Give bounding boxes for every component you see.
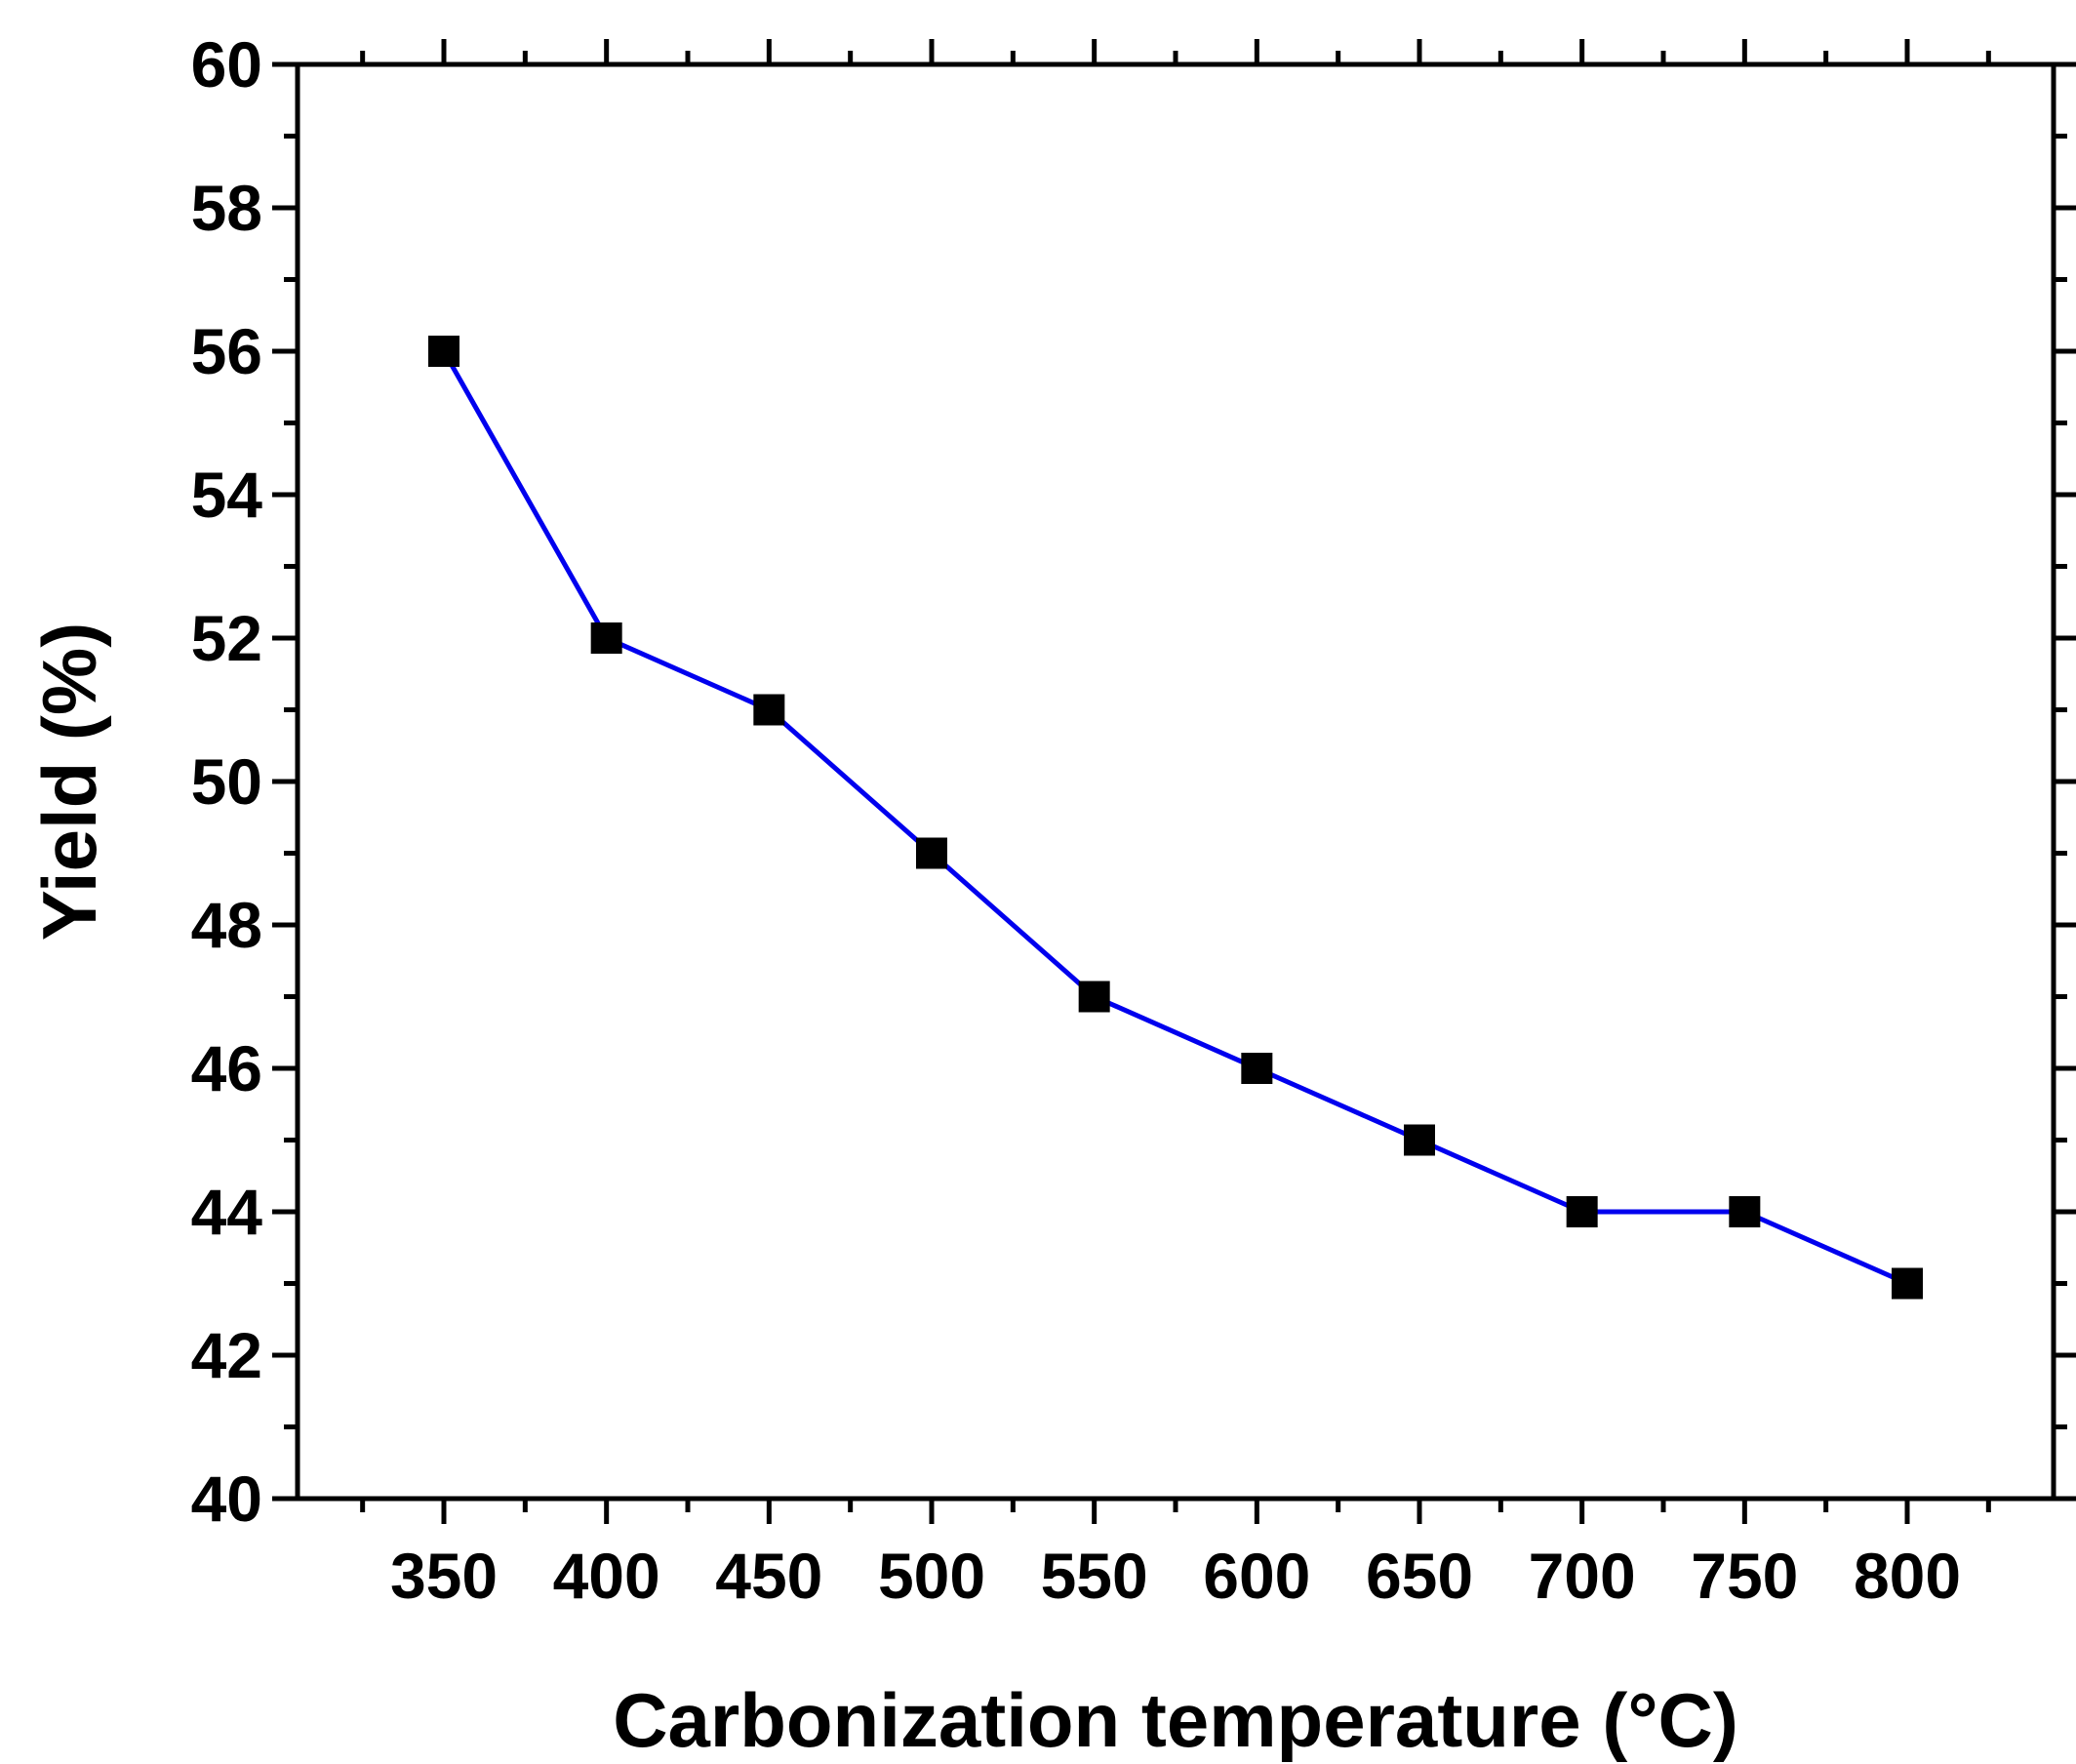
y-tick-label: 48 xyxy=(191,889,262,961)
y-tick-label: 54 xyxy=(191,459,263,531)
y-tick-label: 52 xyxy=(191,602,262,674)
x-tick-label: 650 xyxy=(1366,1540,1473,1612)
data-point-marker xyxy=(428,336,459,367)
x-tick-label: 500 xyxy=(878,1540,985,1612)
x-tick-label: 550 xyxy=(1041,1540,1148,1612)
plot-frame xyxy=(295,61,2056,1502)
data-point-marker xyxy=(1241,1053,1273,1084)
y-tick-label: 58 xyxy=(191,172,262,244)
x-tick-label: 350 xyxy=(390,1540,498,1612)
x-tick-label: 750 xyxy=(1691,1540,1798,1612)
y-tick-label: 56 xyxy=(191,315,262,387)
y-tick-label: 50 xyxy=(191,745,262,818)
x-tick-label: 450 xyxy=(715,1540,822,1612)
y-axis-ticks: 40 42 44 46 48 50 52 54 56 58 60 xyxy=(191,28,2076,1535)
y-tick-label: 42 xyxy=(191,1319,262,1391)
y-tick-label: 40 xyxy=(191,1463,262,1535)
data-point-marker xyxy=(1729,1196,1761,1227)
y-tick-label: 46 xyxy=(191,1032,262,1104)
x-axis-title: Carbonization temperature (°C) xyxy=(613,1677,1738,1763)
data-point-marker xyxy=(1078,981,1110,1013)
x-tick-label: 800 xyxy=(1854,1540,1961,1612)
x-axis-ticks: 350 400 450 500 550 600 650 700 750 800 xyxy=(360,39,1991,1612)
data-point-marker xyxy=(1892,1267,1923,1300)
data-point-marker xyxy=(916,837,947,869)
x-tick-label: 400 xyxy=(553,1540,660,1612)
x-tick-label: 600 xyxy=(1203,1540,1310,1612)
data-point-marker xyxy=(1404,1124,1435,1156)
series-line xyxy=(441,349,1909,1286)
data-point-marker xyxy=(590,622,622,654)
data-point-marker xyxy=(1566,1196,1598,1227)
y-tick-label: 60 xyxy=(191,28,262,100)
data-point-marker xyxy=(753,694,785,726)
y-tick-label: 44 xyxy=(191,1176,263,1248)
y-axis-title: Yield (%) xyxy=(26,622,112,941)
series-layer xyxy=(428,336,1923,1300)
x-tick-label: 700 xyxy=(1529,1540,1636,1612)
